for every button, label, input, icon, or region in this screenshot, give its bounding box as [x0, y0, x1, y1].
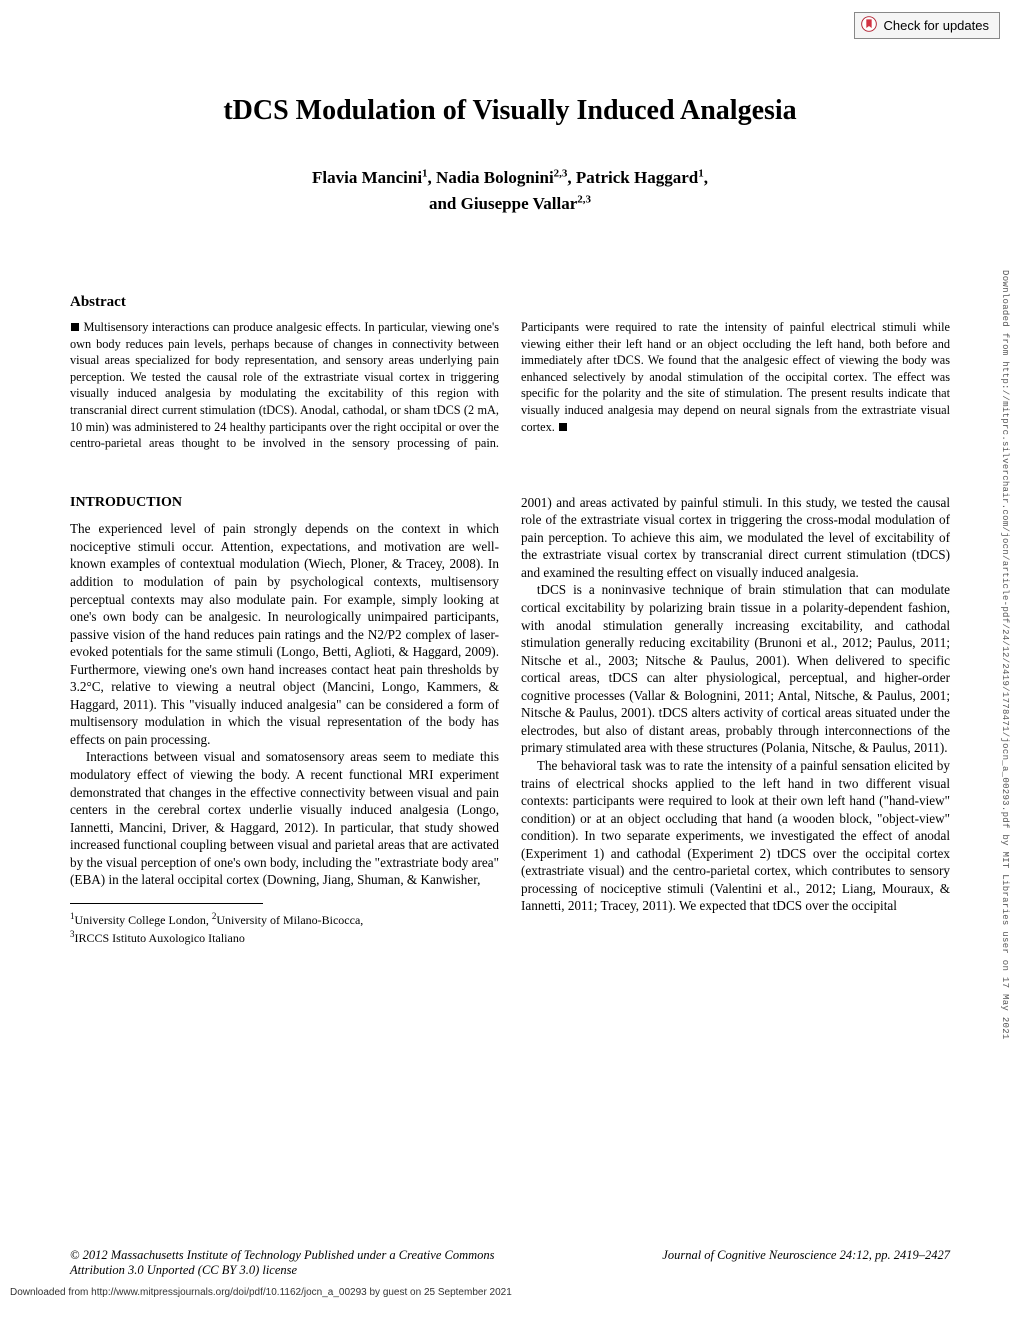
page-footer: © 2012 Massachusetts Institute of Techno… — [70, 1248, 950, 1278]
copyright-text: © 2012 Massachusetts Institute of Techno… — [70, 1248, 530, 1278]
author-affil-sup: 2,3 — [577, 193, 591, 205]
affil-text: IRCCS Istituto Auxologico Italiano — [75, 931, 245, 945]
abstract-body: Multisensory interactions can produce an… — [70, 319, 950, 452]
author-sep: , Patrick Haggard — [567, 168, 698, 187]
author-name: Flavia Mancini — [312, 168, 422, 187]
journal-citation: Journal of Cognitive Neuroscience 24:12,… — [662, 1248, 950, 1278]
author-sep: , Nadia Bolognini — [428, 168, 554, 187]
affil-text: University of Milano-Bicocca, — [216, 913, 363, 927]
introduction-body: INTRODUCTION The experienced level of pa… — [70, 494, 950, 946]
footnote-rule — [70, 903, 263, 904]
intro-para: Interactions between visual and somatose… — [70, 748, 499, 888]
authors-block: Flavia Mancini1, Nadia Bolognini2,3, Pat… — [70, 165, 950, 216]
check-updates-label: Check for updates — [883, 18, 989, 33]
author-sep: , — [704, 168, 708, 187]
intro-para: 2001) and areas activated by painful sti… — [521, 494, 950, 582]
vertical-download-text: Downloaded from http://mitprc.silverchai… — [996, 270, 1010, 1260]
affiliations: 1University College London, 2University … — [70, 910, 499, 946]
intro-para: tDCS is a noninvasive technique of brain… — [521, 581, 950, 756]
intro-para: The behavioral task was to rate the inte… — [521, 757, 950, 915]
bookmark-icon — [861, 16, 877, 35]
article-title: tDCS Modulation of Visually Induced Anal… — [70, 95, 950, 127]
abstract-text-left: Multisensory interactions can produce an… — [70, 320, 499, 434]
introduction-heading: INTRODUCTION — [70, 494, 499, 513]
download-attribution: Downloaded from http://www.mitpressjourn… — [10, 1287, 512, 1298]
square-bullet-icon — [559, 423, 567, 431]
page-content: tDCS Modulation of Visually Induced Anal… — [0, 0, 1020, 946]
affil-text: University College London, — [75, 913, 212, 927]
square-bullet-icon — [71, 323, 79, 331]
author-affil-sup: 2,3 — [554, 167, 568, 179]
abstract-heading: Abstract — [70, 294, 950, 311]
check-updates-badge[interactable]: Check for updates — [854, 12, 1000, 39]
author-name: and Giuseppe Vallar — [429, 194, 577, 213]
intro-para: The experienced level of pain strongly d… — [70, 520, 499, 748]
